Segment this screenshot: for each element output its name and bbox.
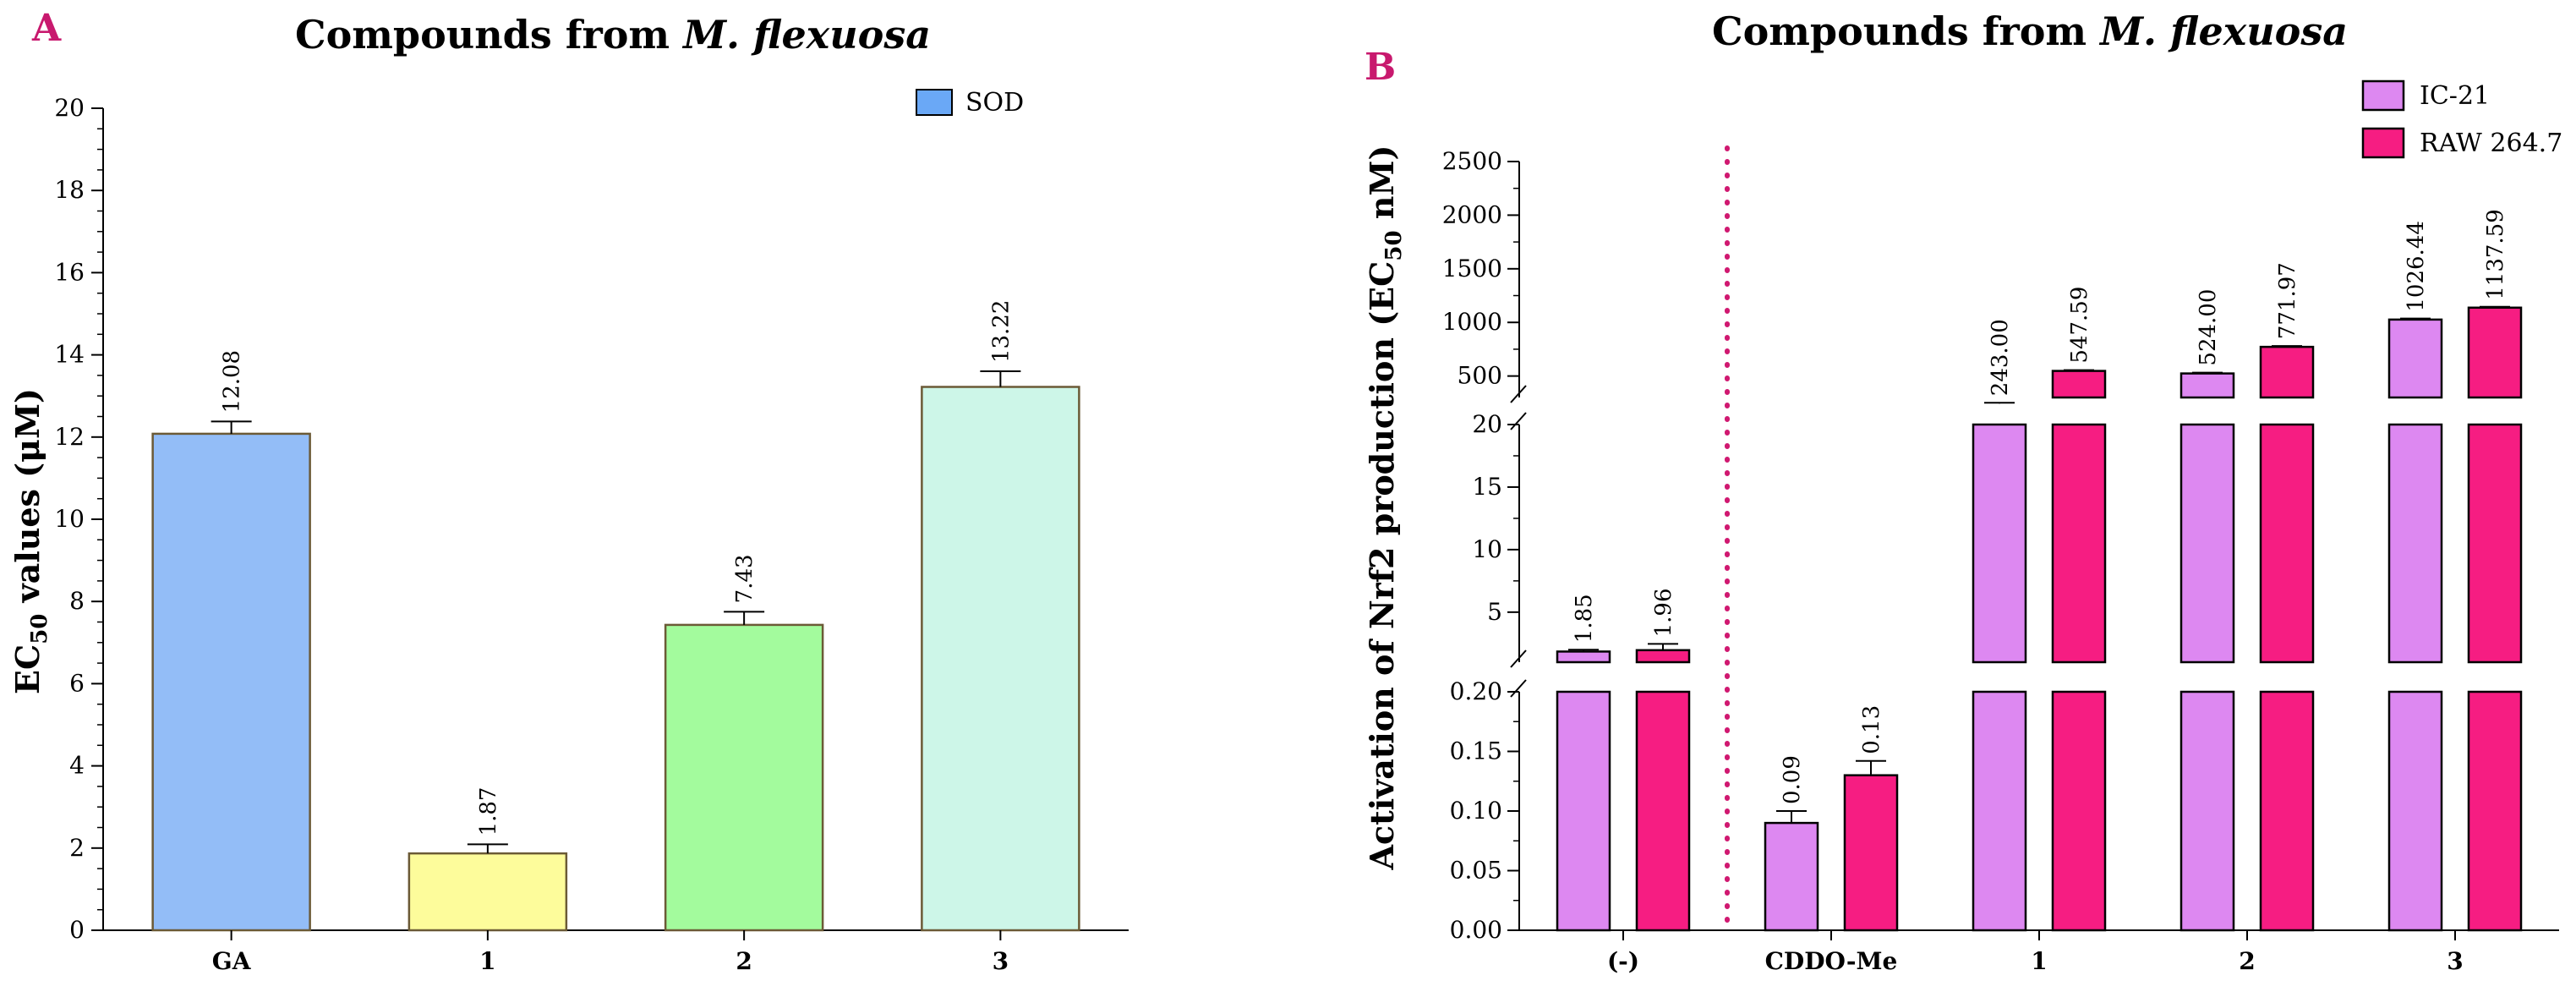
chart-b-category-label: 2 [2239, 947, 2255, 975]
chart-a-y-tick-label: 16 [54, 258, 85, 286]
chart-b-data-label: 1.96 [1651, 589, 1676, 638]
chart-b-y-tick-label: 1000 [1442, 308, 1502, 336]
chart-b-bar-segment [2051, 690, 2107, 932]
chart-b-bar-segment [2051, 370, 2107, 399]
chart-a-bar [151, 432, 311, 932]
chart-b-data-label: 524.00 [2196, 289, 2221, 366]
chart-b-legend-swatch [2361, 79, 2405, 112]
chart-a-y-tick-label: 12 [54, 423, 85, 451]
chart-b-y-tick-label: 0.20 [1450, 677, 1502, 705]
chart-b-plot: 0.000.050.100.150.2051015205001000150020… [1442, 79, 2562, 975]
chart-a-data-label: 12.08 [220, 350, 245, 413]
chart-a-y-tick-label: 14 [54, 341, 85, 369]
chart-b-y-tick-label: 2500 [1442, 147, 1502, 175]
chart-b-legend-swatch [2361, 127, 2405, 159]
chart-b-bar-segment [1556, 650, 1611, 664]
chart-a-bar [921, 386, 1080, 932]
chart-a-y-tick-label: 20 [54, 94, 85, 122]
chart-a-bar [407, 852, 568, 932]
chart-a-bar [664, 623, 824, 932]
chart-b-title: Compounds from M. flexuosa [1712, 8, 2348, 54]
chart-b-bar-segment [1972, 690, 2027, 932]
chart-b-category-label: CDDO-Me [1765, 947, 1898, 975]
chart-a-plot: 0 2 4 6 8 10 12 14 16 18 20 12.08 GA 1.87 1 7.43 2 13.22 3… [54, 88, 1129, 975]
chart-a-category-label: 2 [736, 947, 752, 975]
chart-a-y-tick-label: 6 [69, 669, 85, 697]
chart-a-y-tick-label: 2 [69, 834, 85, 862]
chart-a-category-label: 3 [993, 947, 1009, 975]
chart-b-bar-segment [1556, 690, 1611, 932]
chart-b-data-label: 1137.59 [2483, 209, 2508, 300]
chart-b-category-label: 1 [2031, 947, 2047, 975]
chart-b-category-label: 3 [2447, 947, 2463, 975]
chart-a-y-tick-label: 8 [69, 587, 85, 615]
chart-b-y-tick-label: 5 [1487, 598, 1502, 626]
chart-b-y-tick-label: 0.15 [1450, 737, 1502, 765]
chart-b-axis-break-mark [1510, 679, 1527, 698]
chart-b-y-tick-label: 0.00 [1450, 916, 1502, 944]
chart-b-data-label: 771.97 [2275, 262, 2300, 339]
panel-letter-a: A [31, 7, 62, 50]
chart-b-y-tick-label: 0.05 [1450, 857, 1502, 885]
chart-b-bar-segment [2179, 372, 2235, 399]
chart-b-bar-segment [2259, 423, 2315, 664]
chart-b-bar-segment [2467, 306, 2523, 399]
chart-b-bar-segment [1972, 423, 2027, 664]
chart-b-axis-break-mark [1510, 412, 1527, 430]
chart-b-data-label: 1.85 [1572, 594, 1597, 643]
chart-b-data-label: 0.09 [1780, 755, 1805, 804]
panel-letter-b: B [1365, 46, 1396, 89]
chart-a-y-tick-label: 10 [54, 505, 85, 533]
chart-b-bar-segment [2179, 690, 2235, 932]
chart-b-bar-segment [2467, 423, 2523, 664]
chart-b-y-tick-label: 500 [1458, 362, 1502, 390]
chart-a-title: Compounds from M. flexuosa [295, 12, 931, 58]
chart-b-y-tick-label: 2000 [1442, 200, 1502, 228]
chart-b-category-label: (-) [1607, 947, 1639, 975]
chart-a-legend-swatch [916, 89, 953, 116]
chart-a-y-axis-label: EC50 values (μM) [8, 388, 52, 694]
chart-a-data-label: 7.43 [732, 554, 757, 603]
chart-a-category-label: 1 [479, 947, 495, 975]
chart-b-bar-segment [2387, 318, 2443, 399]
chart-b-y-tick-label: 0.10 [1450, 797, 1502, 825]
chart-a-y-tick-label: 0 [69, 916, 85, 944]
chart-b-bar-segment [2051, 423, 2107, 664]
chart-a-category-label: GA [212, 947, 252, 975]
chart-a-data-label: 13.22 [988, 300, 1014, 363]
chart-b-y-tick-label: 10 [1472, 535, 1502, 563]
chart-a-y-tick-label: 4 [69, 752, 85, 780]
chart-a-data-label: 1.87 [476, 787, 501, 836]
chart-b-data-label: 0.13 [1859, 705, 1884, 754]
chart-b-axis-break-mark [1510, 385, 1527, 403]
chart-b-bar-segment [2259, 345, 2315, 399]
chart-b-legend-label: IC-21 [2420, 81, 2490, 111]
chart-b-bar-segment [2259, 690, 2315, 932]
chart-b-axis-break-mark [1510, 649, 1527, 668]
chart-b-y-axis-label: Activation of Nrf2 production (EC50 nM) [1363, 145, 1407, 871]
chart-b-y-tick-label: 20 [1472, 410, 1502, 438]
chart-b-data-label: 547.59 [2067, 287, 2092, 364]
chart-b-bar-segment [2467, 690, 2523, 932]
chart-b-y-tick-label: 1500 [1442, 255, 1502, 282]
chart-b-y-tick-label: 15 [1472, 473, 1502, 501]
chart-b-legend-label: RAW 264.7 [2420, 129, 2562, 158]
chart-a-y-tick-label: 18 [54, 176, 85, 204]
chart-b-bar-segment [2179, 423, 2235, 664]
chart-b-bar-segment [2387, 423, 2443, 664]
chart-b-bar-segment [1635, 649, 1691, 664]
chart-b-data-label: 1026.44 [2404, 221, 2429, 312]
chart-a-legend-label: SOD [965, 88, 1024, 118]
chart-b-data-label: 243.00 [1988, 319, 2013, 396]
chart-b-bar-segment [2387, 690, 2443, 932]
chart-b-bar-segment [1764, 821, 1819, 932]
chart-b-bar-segment [1635, 690, 1691, 932]
chart-b-bar-segment [1843, 774, 1899, 932]
